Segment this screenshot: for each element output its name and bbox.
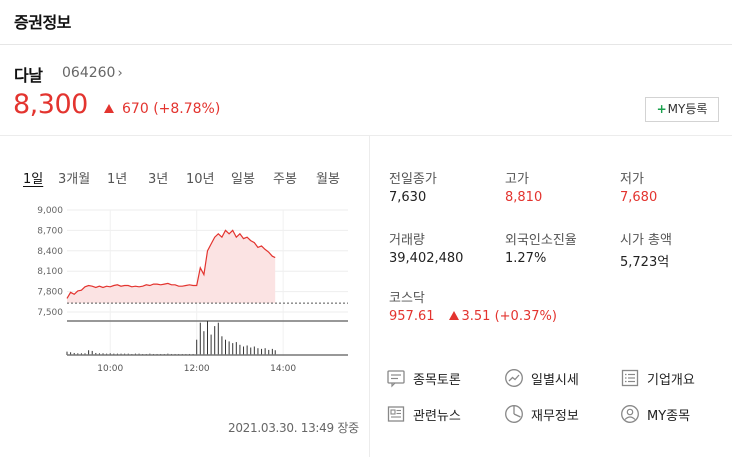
info-value: 7,630: [389, 190, 427, 205]
link-label: 일별시세: [531, 372, 579, 388]
up-triangle-icon: [448, 311, 459, 320]
intraday-chart[interactable]: 9,000 8,700 8,400 8,100 7,800 7,500 10:00 12:00…: [30, 198, 360, 378]
info-label: 시가 총액: [620, 233, 672, 248]
y-tick-label: 8,700: [37, 226, 63, 236]
divider: [369, 136, 370, 457]
stock-code: 064260: [62, 65, 116, 81]
info-label: 외국인소진율: [505, 233, 577, 248]
info-label: 거래량: [389, 233, 425, 248]
y-tick-label: 9,000: [37, 206, 63, 216]
trend-circle-icon: [505, 369, 523, 387]
link-discussion[interactable]: 종목토론: [386, 366, 461, 390]
link-label: 기업개요: [647, 372, 695, 388]
price-line: [66, 229, 276, 299]
link-company-overview[interactable]: 기업개요: [620, 366, 695, 390]
y-tick-label: 7,800: [37, 288, 63, 298]
link-related-news[interactable]: 관련뉴스: [386, 402, 461, 426]
page-title: 증권정보: [14, 13, 71, 32]
user-icon: [621, 405, 639, 423]
pie-clock-icon: [505, 405, 523, 423]
x-tick-label: 12:00: [184, 364, 210, 374]
link-label: 종목토론: [413, 372, 461, 388]
chevron-right-icon: ›: [117, 66, 123, 81]
tab-3m[interactable]: 3개월: [58, 172, 91, 187]
y-tick-label: 8,100: [37, 267, 63, 277]
kosdaq-value-row: 957.61 3.51 (+0.37%): [389, 309, 557, 324]
header: 증권정보: [0, 0, 732, 45]
tab-monthly[interactable]: 월봉: [316, 172, 340, 187]
kosdaq-value: 957.61: [389, 309, 435, 324]
info-label: 저가: [620, 172, 644, 187]
up-triangle-icon: [104, 104, 114, 113]
change-amount: 670: [122, 101, 149, 117]
my-register-button[interactable]: +MY등록: [645, 97, 719, 122]
link-label: 관련뉴스: [413, 408, 461, 424]
link-my-stocks[interactable]: MY종목: [620, 402, 690, 426]
kosdaq-label: 코스닥: [389, 291, 425, 306]
change-percent: (+8.78%): [153, 101, 221, 117]
timestamp: 2021.03.30. 13:49 장중: [228, 421, 359, 435]
tab-weekly[interactable]: 주봉: [273, 172, 297, 187]
price-change: 670 (+8.78%): [104, 101, 220, 117]
info-label: 전일종가: [389, 172, 437, 187]
divider: [0, 135, 732, 136]
tab-daily[interactable]: 일봉: [231, 172, 255, 187]
info-value: 7,680: [620, 190, 658, 205]
info-low: 저가 7,680: [620, 168, 657, 205]
info-volume: 거래량 39,402,480: [389, 229, 463, 266]
tab-1d[interactable]: 1일: [23, 172, 44, 187]
kosdaq-change: 3.51: [461, 309, 491, 324]
info-high: 고가 8,810: [505, 168, 542, 205]
y-tick-label: 7,500: [37, 308, 63, 318]
info-label: 고가: [505, 172, 529, 187]
list-doc-icon: [621, 369, 639, 387]
current-price: 8,300: [13, 89, 88, 120]
news-icon: [387, 406, 405, 422]
stock-code-link[interactable]: 064260 ›: [62, 65, 123, 81]
link-label: MY종목: [647, 408, 691, 424]
link-financials[interactable]: 재무정보: [504, 402, 579, 426]
info-value: 39,402,480: [389, 251, 464, 266]
discussion-icon: [387, 370, 405, 388]
kosdaq-change-percent: (+0.37%): [494, 309, 557, 324]
my-register-label: MY등록: [667, 102, 708, 116]
info-market-cap: 시가 총액 5,723억: [620, 229, 672, 270]
info-value: 1.27%: [505, 251, 547, 266]
kosdaq-index[interactable]: 코스닥 957.61 3.51 (+0.37%): [389, 287, 557, 324]
tab-1y[interactable]: 1년: [107, 172, 128, 187]
stock-name[interactable]: 다날: [14, 66, 43, 85]
info-value: 8,810: [505, 190, 543, 205]
info-prev-close: 전일종가 7,630: [389, 168, 437, 205]
link-label: 재무정보: [531, 408, 579, 424]
x-tick-label: 14:00: [270, 364, 296, 374]
plus-icon: +: [656, 102, 667, 116]
price-area: [67, 230, 276, 304]
info-foreign-ratio: 외국인소진율 1.27%: [505, 229, 577, 266]
tab-10y[interactable]: 10년: [186, 172, 215, 187]
y-tick-label: 8,400: [37, 247, 63, 257]
link-daily-price[interactable]: 일별시세: [504, 366, 579, 390]
x-tick-label: 10:00: [97, 364, 123, 374]
info-value: 5,723억: [620, 255, 670, 270]
tab-3y[interactable]: 3년: [148, 172, 169, 187]
